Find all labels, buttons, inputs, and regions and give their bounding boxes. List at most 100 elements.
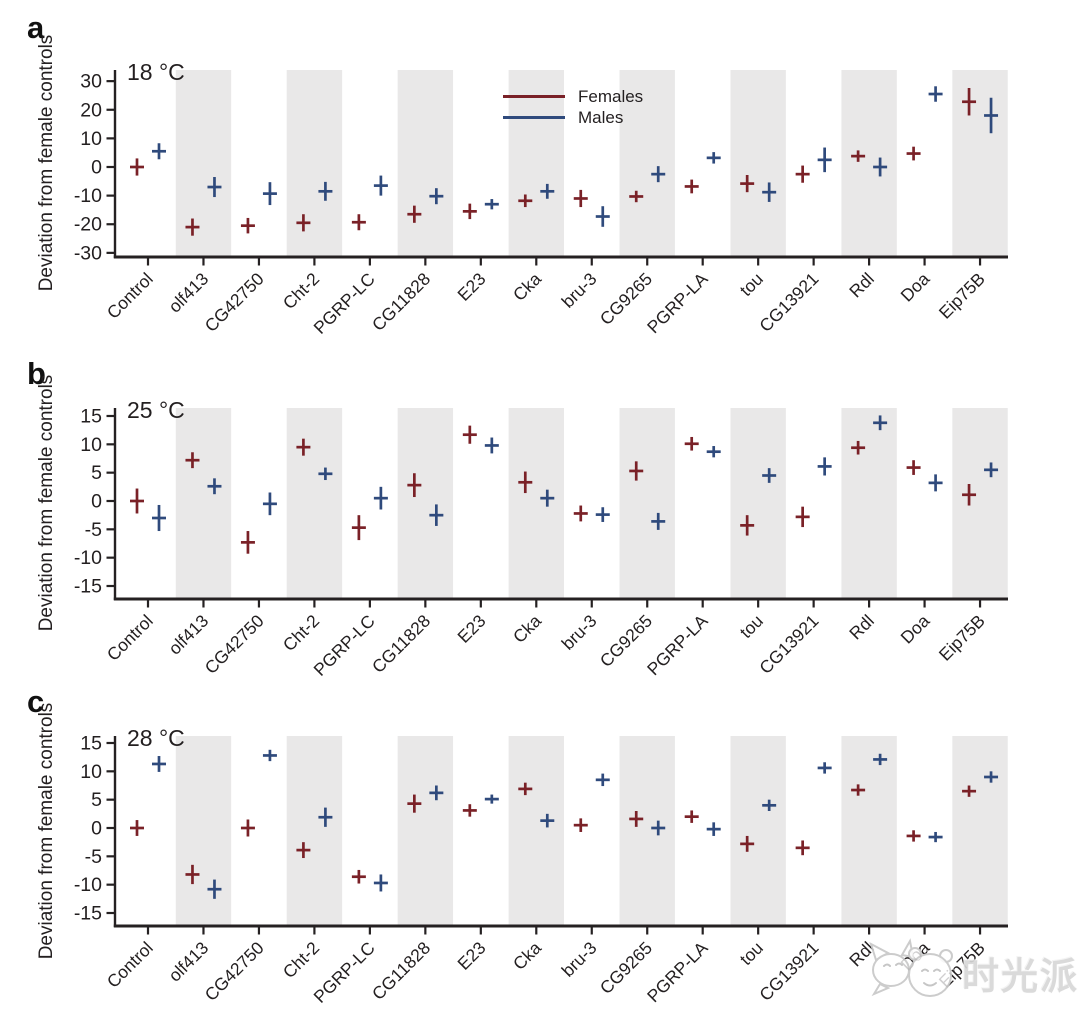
shaded-band (397, 70, 454, 257)
x-tick-label: Eip75B (935, 269, 989, 323)
y-tick-label: 30 (80, 71, 102, 93)
y-tick-label: 20 (80, 99, 102, 121)
shaded-band (397, 408, 454, 599)
x-tick-label: bru-3 (558, 611, 601, 654)
y-tick-label: 10 (80, 128, 102, 150)
x-tick-label: Doa (897, 269, 934, 306)
legend-label-males: Males (578, 107, 624, 127)
panel-a-y-axis-label: Deviation from female controls (36, 34, 57, 292)
shaded-band (841, 408, 897, 599)
shaded-band (175, 408, 232, 599)
shaded-band (286, 70, 343, 257)
x-tick-label: CG13921 (755, 269, 822, 336)
x-tick-label: Rdl (845, 269, 878, 302)
x-tick-label: CG13921 (755, 938, 822, 1005)
x-tick-label: Cka (509, 611, 545, 647)
x-tick-label: E23 (453, 938, 489, 974)
y-tick-label: -30 (74, 242, 102, 264)
shaded-band (841, 70, 897, 257)
x-tick-label: Control (103, 938, 157, 992)
legend-row-males: Males (503, 107, 643, 128)
y-tick-label: -5 (85, 846, 102, 868)
shaded-band (619, 736, 675, 926)
legend-row-females: Females (503, 86, 643, 107)
x-tick-label: bru-3 (558, 269, 601, 312)
x-tick-label: PGRP-LC (310, 938, 379, 1007)
shaded-band (952, 736, 1008, 926)
panel-c-y-axis-label: Deviation from female controls (36, 702, 57, 960)
y-tick-label: 5 (91, 462, 102, 484)
y-tick-label: -15 (74, 576, 102, 598)
x-tick-label: bru-3 (558, 938, 601, 981)
x-tick-label: Cht-2 (279, 938, 323, 982)
shaded-band (730, 736, 786, 926)
y-tick-label: 10 (80, 434, 102, 456)
y-tick-label: -10 (74, 185, 102, 207)
x-tick-label: Control (103, 611, 157, 665)
legend-label-females: Females (578, 86, 644, 106)
y-tick-label: -10 (74, 874, 102, 896)
x-tick-label: Eip75B (935, 611, 989, 665)
x-tick-label: CG13921 (755, 611, 822, 678)
x-tick-label: PGRP-LC (310, 269, 379, 338)
shaded-band (730, 408, 786, 599)
y-tick-label: 0 (91, 157, 102, 179)
y-tick-label: 0 (91, 818, 102, 840)
shaded-band (952, 70, 1008, 257)
x-tick-label: CG11828 (368, 938, 434, 1004)
x-tick-label: Cht-2 (279, 269, 323, 313)
x-tick-label: CG11828 (368, 611, 434, 677)
shaded-band (397, 736, 454, 926)
x-tick-label: CG42750 (201, 611, 268, 678)
shaded-band (508, 736, 564, 926)
x-tick-label: tou (736, 938, 767, 969)
y-tick-label: 5 (91, 789, 102, 811)
panel-a-temperature-label: 18 °C (127, 59, 185, 85)
x-tick-label: E23 (453, 269, 489, 305)
panel-b-letter: b (27, 356, 46, 391)
x-tick-label: Doa (897, 611, 934, 648)
x-tick-label: PGRP-LA (643, 937, 712, 1006)
x-tick-label: Rdl (845, 611, 878, 644)
x-tick-label: Cht-2 (279, 611, 323, 655)
y-tick-label: -15 (74, 903, 102, 925)
y-tick-label: 15 (80, 405, 102, 427)
mascot-faces-icon (869, 938, 953, 997)
watermark-text: 时光派 (962, 956, 1079, 997)
shaded-band (841, 736, 897, 926)
shaded-band (619, 70, 675, 257)
y-tick-label: -5 (85, 519, 102, 541)
shaded-band (952, 408, 1008, 599)
x-tick-label: PGRP-LC (310, 611, 379, 680)
legend: Females Males (503, 86, 643, 128)
y-tick-label: 15 (80, 732, 102, 754)
x-tick-label: olf413 (164, 938, 212, 986)
y-tick-label: 10 (80, 761, 102, 783)
x-tick-label: tou (736, 269, 767, 300)
females-line-swatch (503, 95, 565, 98)
x-tick-label: CG42750 (201, 269, 268, 336)
males-line-swatch (503, 116, 565, 119)
x-tick-label: Cka (509, 938, 545, 974)
shaded-band (286, 736, 343, 926)
shaded-band (508, 408, 564, 599)
x-tick-label: olf413 (164, 611, 212, 659)
shaded-band (175, 70, 232, 257)
shaded-band (619, 408, 675, 599)
x-tick-label: CG42750 (201, 938, 268, 1005)
x-tick-label: PGRP-LA (643, 268, 712, 337)
x-tick-label: olf413 (164, 269, 212, 317)
x-tick-label: CG11828 (368, 269, 434, 335)
panel-b-temperature-label: 25 °C (127, 397, 185, 423)
panel-b-y-axis-label: Deviation from female controls (36, 374, 57, 632)
watermark: 时光派 (858, 928, 1078, 1008)
y-tick-label: 0 (91, 491, 102, 513)
shaded-band (508, 70, 564, 257)
panel-a-letter: a (27, 10, 45, 45)
panel-c-temperature-label: 28 °C (127, 725, 185, 751)
shaded-band (286, 408, 343, 599)
y-tick-label: -20 (74, 214, 102, 236)
